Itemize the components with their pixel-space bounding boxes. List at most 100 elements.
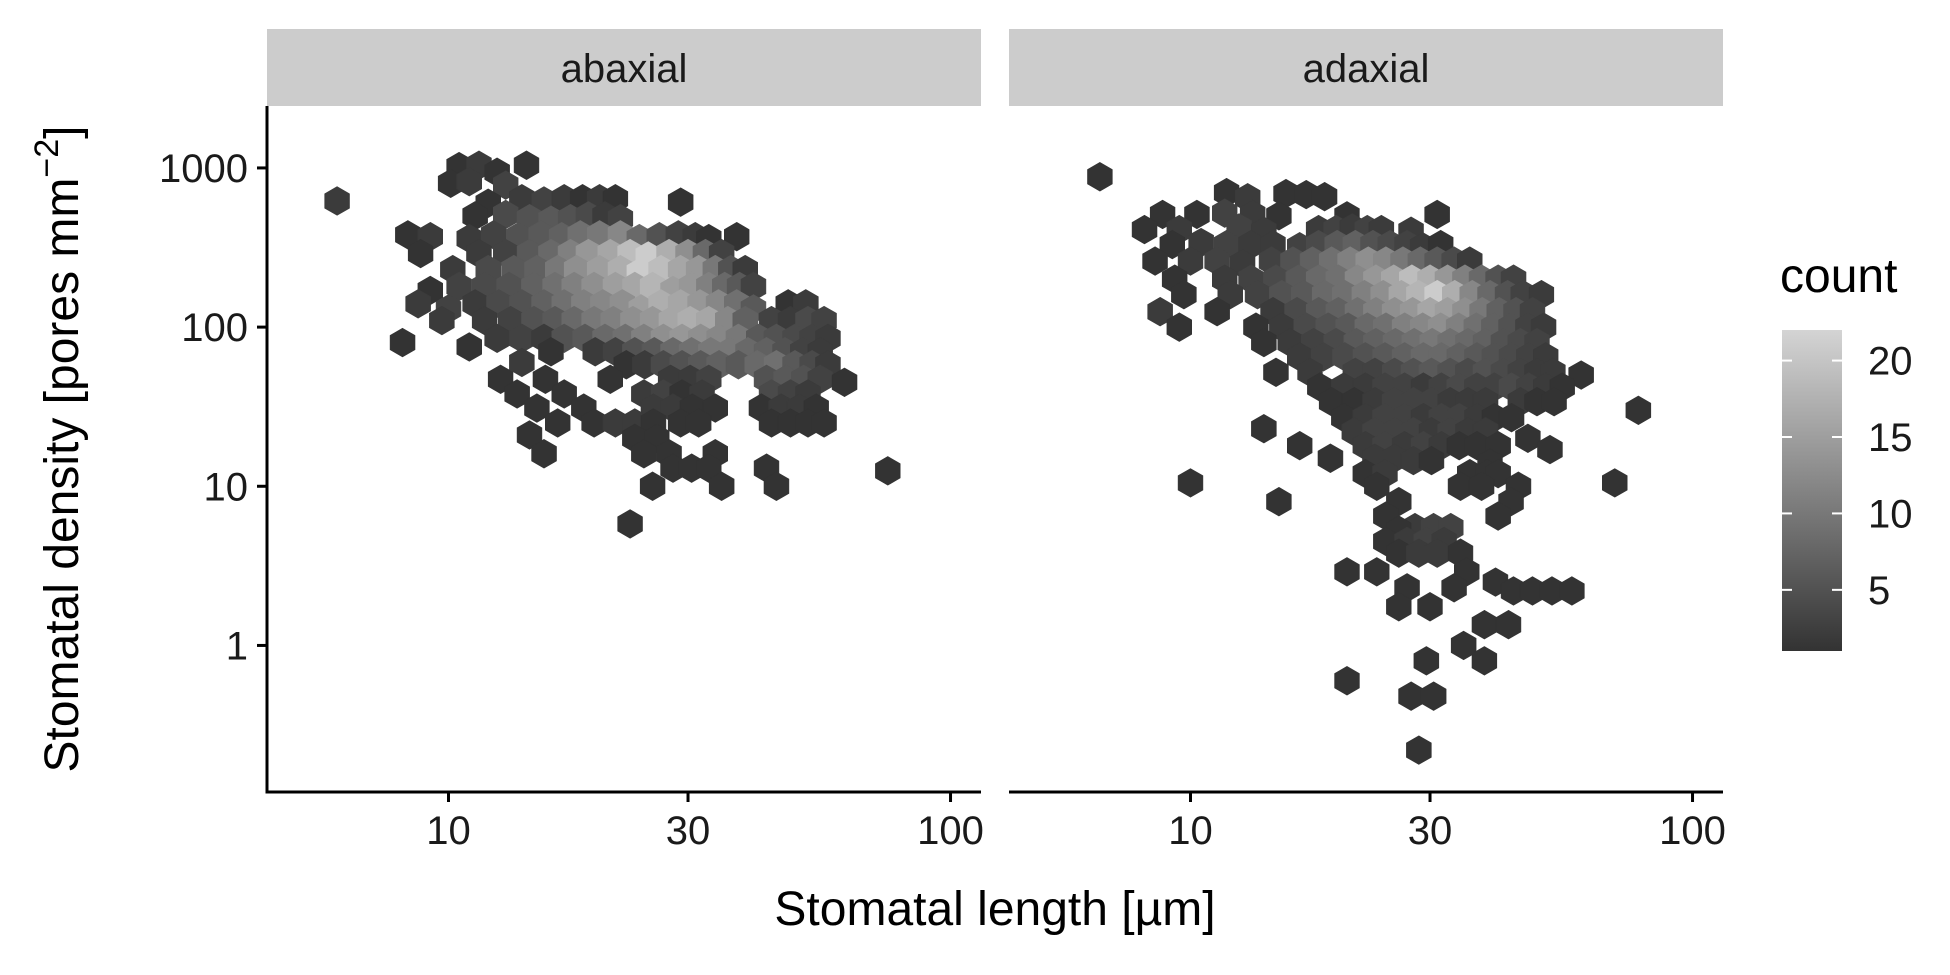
hex-bin	[1251, 414, 1277, 444]
hex-bin	[524, 393, 550, 423]
hex-bin	[1515, 423, 1541, 454]
hex-bin	[1142, 246, 1168, 276]
y-axis-title-superscript: −2	[28, 139, 66, 178]
x-tick-label: 100	[917, 809, 984, 853]
hex-bin	[513, 150, 540, 180]
hex-bin	[1498, 402, 1525, 433]
hex-bin	[324, 186, 350, 216]
hex-bin	[1087, 162, 1113, 192]
hex-bin	[516, 420, 543, 450]
hex-bin	[597, 364, 624, 394]
hex-bin	[1311, 181, 1338, 212]
hex-bin	[1364, 471, 1390, 501]
y-tick-label: 10	[204, 465, 249, 509]
hex-bin	[395, 220, 421, 250]
x-tick-label: 30	[1408, 809, 1453, 853]
hex-bin	[405, 289, 431, 319]
hex-bin	[811, 408, 837, 438]
y-axis-title: Stomatal density [pores mm−2]	[28, 126, 89, 773]
hex-bin	[1177, 468, 1204, 498]
x-tick-label: 30	[666, 809, 711, 853]
hex-bin	[1424, 199, 1450, 230]
hex-bin	[1364, 557, 1390, 587]
hex-bin	[1417, 592, 1443, 622]
hex-bin	[509, 347, 535, 378]
hex-bin	[1471, 646, 1498, 676]
hex-bin	[1266, 486, 1292, 517]
hex-bin	[1131, 214, 1158, 245]
hex-bin	[1468, 471, 1495, 501]
hex-bin	[723, 221, 750, 252]
hex-bin	[389, 327, 416, 358]
legend-colorbar	[1782, 330, 1842, 651]
hex-bin	[532, 364, 559, 394]
hex-bin	[407, 238, 434, 269]
legend-title: count	[1780, 250, 1897, 303]
hex-bin	[875, 456, 901, 486]
strip-label-adaxial: adaxial	[1303, 47, 1430, 91]
hex-bin	[456, 332, 483, 362]
hex-bin	[531, 439, 557, 469]
hex-bin	[1537, 434, 1563, 465]
hex-bin	[1263, 357, 1289, 388]
hex-bin	[456, 166, 483, 197]
x-tick-label: 100	[1659, 809, 1726, 853]
hex-bin	[1602, 468, 1628, 498]
hex-bin	[1147, 296, 1173, 327]
panel-abaxial: abaxial 1 10 100 1000 10 30 100	[159, 29, 984, 853]
hex-bin	[1317, 443, 1344, 473]
strip-label-abaxial: abaxial	[561, 47, 688, 91]
strip-adaxial	[1009, 29, 1723, 106]
hex-bin	[617, 509, 643, 539]
y-axis-title-suffix: ]	[36, 126, 89, 139]
hex-bin	[685, 408, 712, 438]
hex-bin	[1166, 312, 1192, 342]
x-axis-title: Stomatal length [µm]	[774, 883, 1215, 936]
hex-bin	[1406, 735, 1432, 765]
hex-bin	[667, 187, 694, 217]
x-axis-ticks-adaxial: 10 30 100	[1168, 792, 1726, 853]
hex-bin	[1471, 609, 1498, 640]
legend-tick-label: 20	[1868, 340, 1913, 384]
hex-bin	[708, 471, 735, 501]
legend: count 5 10 15 20	[1780, 250, 1913, 651]
hex-bin	[1413, 646, 1440, 676]
y-tick-label: 100	[181, 306, 248, 350]
hex-layer-abaxial	[324, 150, 901, 539]
hex-bin	[1441, 573, 1467, 603]
hex-bin	[639, 471, 666, 501]
hex-bin	[1171, 279, 1197, 310]
hex-bin	[538, 337, 564, 367]
hex-bin	[1420, 681, 1447, 711]
strip-abaxial	[267, 29, 981, 106]
y-tick-label: 1000	[159, 147, 248, 191]
hex-bin	[504, 379, 530, 409]
legend-tick-label: 10	[1868, 492, 1913, 536]
hex-bin	[1287, 430, 1313, 461]
hex-bin	[429, 305, 455, 336]
hex-bin	[1398, 681, 1424, 711]
x-tick-label: 10	[1168, 809, 1213, 853]
hex-bin	[1251, 327, 1277, 358]
hex-bin	[831, 367, 858, 398]
hex-bin	[1495, 609, 1522, 640]
hex-bin	[1159, 229, 1185, 260]
hex-bin	[763, 471, 790, 501]
hex-layer-adaxial	[1087, 162, 1652, 765]
x-axis-ticks-abaxial: 10 30 100	[426, 792, 984, 853]
legend-tick-label: 5	[1868, 569, 1890, 613]
hex-bin	[1485, 501, 1511, 531]
hex-bin	[1418, 445, 1445, 476]
hex-bin	[1177, 246, 1204, 276]
hex-bin	[1541, 386, 1567, 417]
legend-ticks: 5 10 15 20	[1782, 340, 1913, 613]
hex-bin	[1334, 557, 1360, 587]
y-tick-label: 1	[226, 624, 248, 668]
y-axis-ticks: 1 10 100 1000	[159, 147, 267, 668]
hex-bin	[1204, 296, 1230, 327]
hex-bin	[544, 408, 571, 438]
hex-bin	[1334, 666, 1360, 696]
hex-bin	[551, 379, 577, 409]
x-tick-label: 10	[426, 809, 471, 853]
